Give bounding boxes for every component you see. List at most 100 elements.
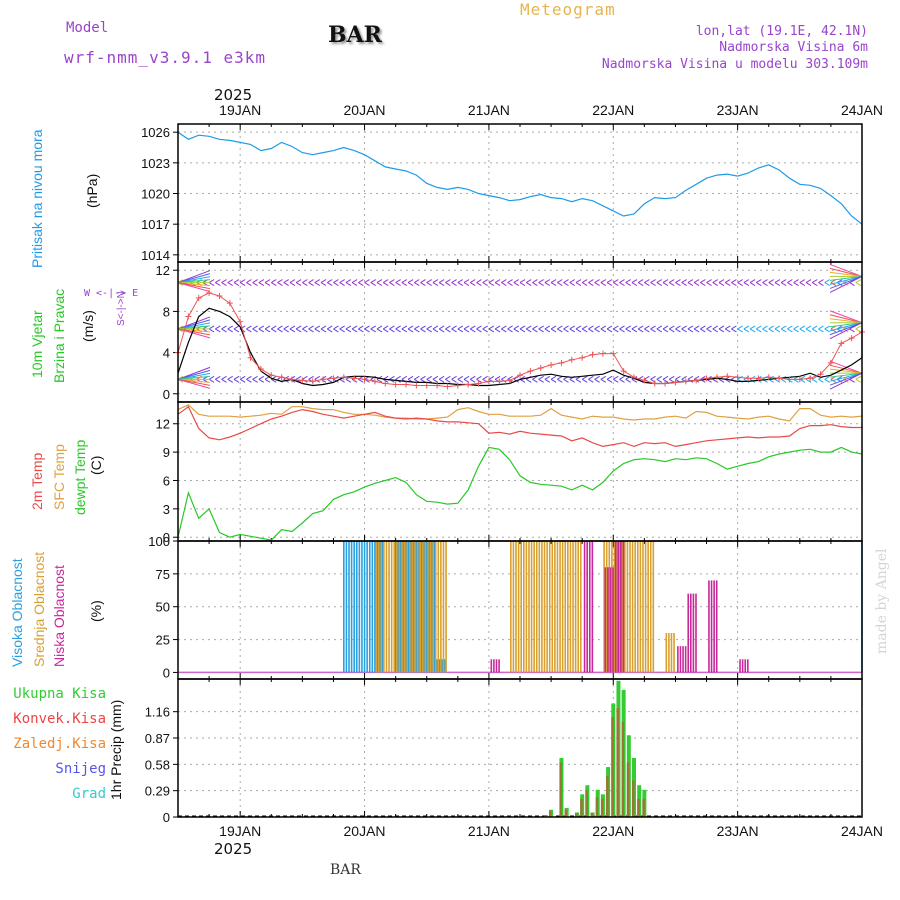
wind-barb — [724, 325, 731, 330]
panel-frame-cloud — [177, 540, 863, 680]
wind-barb — [718, 378, 725, 383]
wind-barb — [687, 325, 694, 330]
wind-gust-marker — [299, 377, 306, 384]
wind-barb — [227, 279, 234, 284]
wind-barb — [339, 328, 345, 333]
wind-barb — [382, 279, 389, 284]
wind-gust-marker — [745, 375, 751, 382]
wind-barb — [619, 279, 625, 284]
wind-barb — [780, 279, 787, 284]
wind-barb — [650, 328, 656, 333]
precip-legend-total: Ukupna Kisa — [13, 686, 106, 702]
wind-barb — [563, 328, 569, 333]
wind-barb — [389, 328, 395, 333]
wind-barb — [302, 328, 308, 333]
wind-barb — [351, 325, 358, 330]
wind-barb — [370, 325, 377, 330]
wind-barb — [644, 328, 650, 333]
wind-barb — [768, 282, 774, 287]
wind-barb — [488, 279, 495, 284]
wind-gust-marker — [848, 335, 855, 342]
y-tick-label: 3 — [163, 502, 170, 517]
wind-barb — [712, 279, 719, 284]
wind-gust-marker — [548, 361, 555, 368]
wind-barb — [426, 378, 432, 383]
wind-barb — [538, 282, 544, 287]
wind-barb — [743, 328, 750, 333]
wind-barb — [793, 282, 799, 287]
wind-barb — [519, 378, 526, 383]
wind-barb — [805, 328, 812, 333]
wind-barb — [252, 378, 258, 383]
wind-barb — [569, 282, 576, 287]
wind-barb — [668, 328, 675, 333]
wind-barb — [345, 279, 352, 284]
precip-bar-conv — [600, 798, 604, 817]
wind-barb — [829, 372, 863, 378]
wind-barb — [594, 279, 600, 284]
wind-barb — [370, 328, 377, 333]
wind-barb — [594, 375, 600, 380]
wind-barb — [855, 325, 862, 330]
wind-barb — [295, 325, 302, 330]
wind-barb — [339, 279, 345, 284]
wind-barb — [432, 282, 439, 287]
y-tick-label: 75 — [156, 567, 170, 582]
wind-barb — [302, 279, 308, 284]
wind-barb — [774, 328, 781, 333]
wind-barb — [619, 325, 625, 330]
y-tick-label: 12 — [156, 263, 170, 278]
wind-barb — [718, 328, 725, 333]
wind-barb — [787, 325, 793, 330]
wind-barb — [675, 375, 681, 380]
y-tick-label: 0 — [163, 665, 170, 680]
wind-barb — [289, 282, 296, 287]
wind-barb — [395, 325, 401, 330]
wind-barb — [749, 325, 756, 330]
wind-barb — [314, 282, 321, 287]
wind-barb — [600, 378, 607, 383]
wind-barb — [445, 325, 451, 330]
wind-barb — [525, 328, 532, 333]
wind-barb — [818, 325, 824, 330]
temp-2m-line — [177, 405, 863, 448]
wind-barb — [588, 282, 594, 287]
wind-gust-marker — [268, 372, 275, 379]
wind-barb — [414, 375, 420, 380]
panel-frame-temp — [177, 401, 863, 542]
wind-barb — [768, 279, 774, 284]
wind-barb — [712, 325, 719, 330]
wind-barb — [818, 378, 824, 383]
wind-barb — [855, 282, 862, 287]
wind-barb — [718, 279, 725, 284]
wind-barb — [700, 375, 706, 380]
wind-barb — [631, 328, 638, 333]
wind-barb — [476, 279, 482, 284]
wind-barb — [855, 279, 862, 284]
wind-barb — [855, 375, 862, 380]
wind-barb — [824, 325, 830, 330]
wind-barb — [295, 282, 302, 287]
sfc-temp-line — [177, 404, 863, 422]
wind-barb — [805, 279, 812, 284]
wind-barb — [588, 328, 594, 333]
wind-barb — [811, 325, 818, 330]
wind-barb — [482, 375, 488, 380]
wind-barb — [737, 325, 743, 330]
wind-gust-marker — [631, 374, 637, 381]
wind-barb — [613, 325, 619, 330]
wind-barb — [637, 282, 644, 287]
wind-barb — [569, 378, 576, 383]
wind-barb — [271, 325, 277, 330]
wind-barb — [625, 325, 631, 330]
y-tick-label: 8 — [163, 304, 170, 319]
wind-barb — [463, 282, 470, 287]
wind-barb — [594, 325, 600, 330]
wind-barb — [731, 325, 737, 330]
wind-barb — [239, 375, 246, 380]
wind-barb — [724, 279, 731, 284]
wind-barb — [662, 279, 669, 284]
wind-barb — [277, 279, 283, 284]
wind-barb — [787, 279, 793, 284]
wind-barb — [376, 325, 383, 330]
